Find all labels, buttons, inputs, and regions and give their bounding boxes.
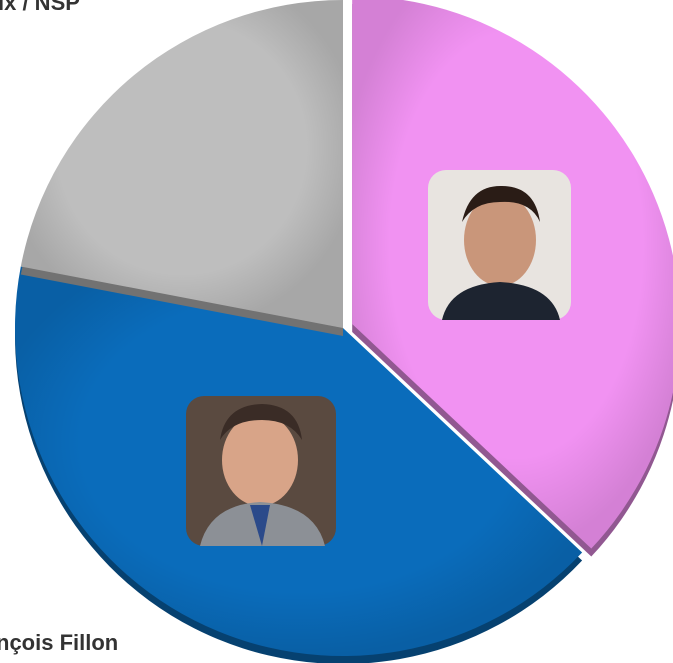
slice-label: nçois Fillon: [0, 630, 118, 655]
photo: [428, 170, 571, 320]
slice-label: ix / NSP: [0, 0, 80, 15]
photo: [186, 396, 336, 546]
slice-shade: [20, 0, 343, 328]
pie: [15, 0, 673, 663]
